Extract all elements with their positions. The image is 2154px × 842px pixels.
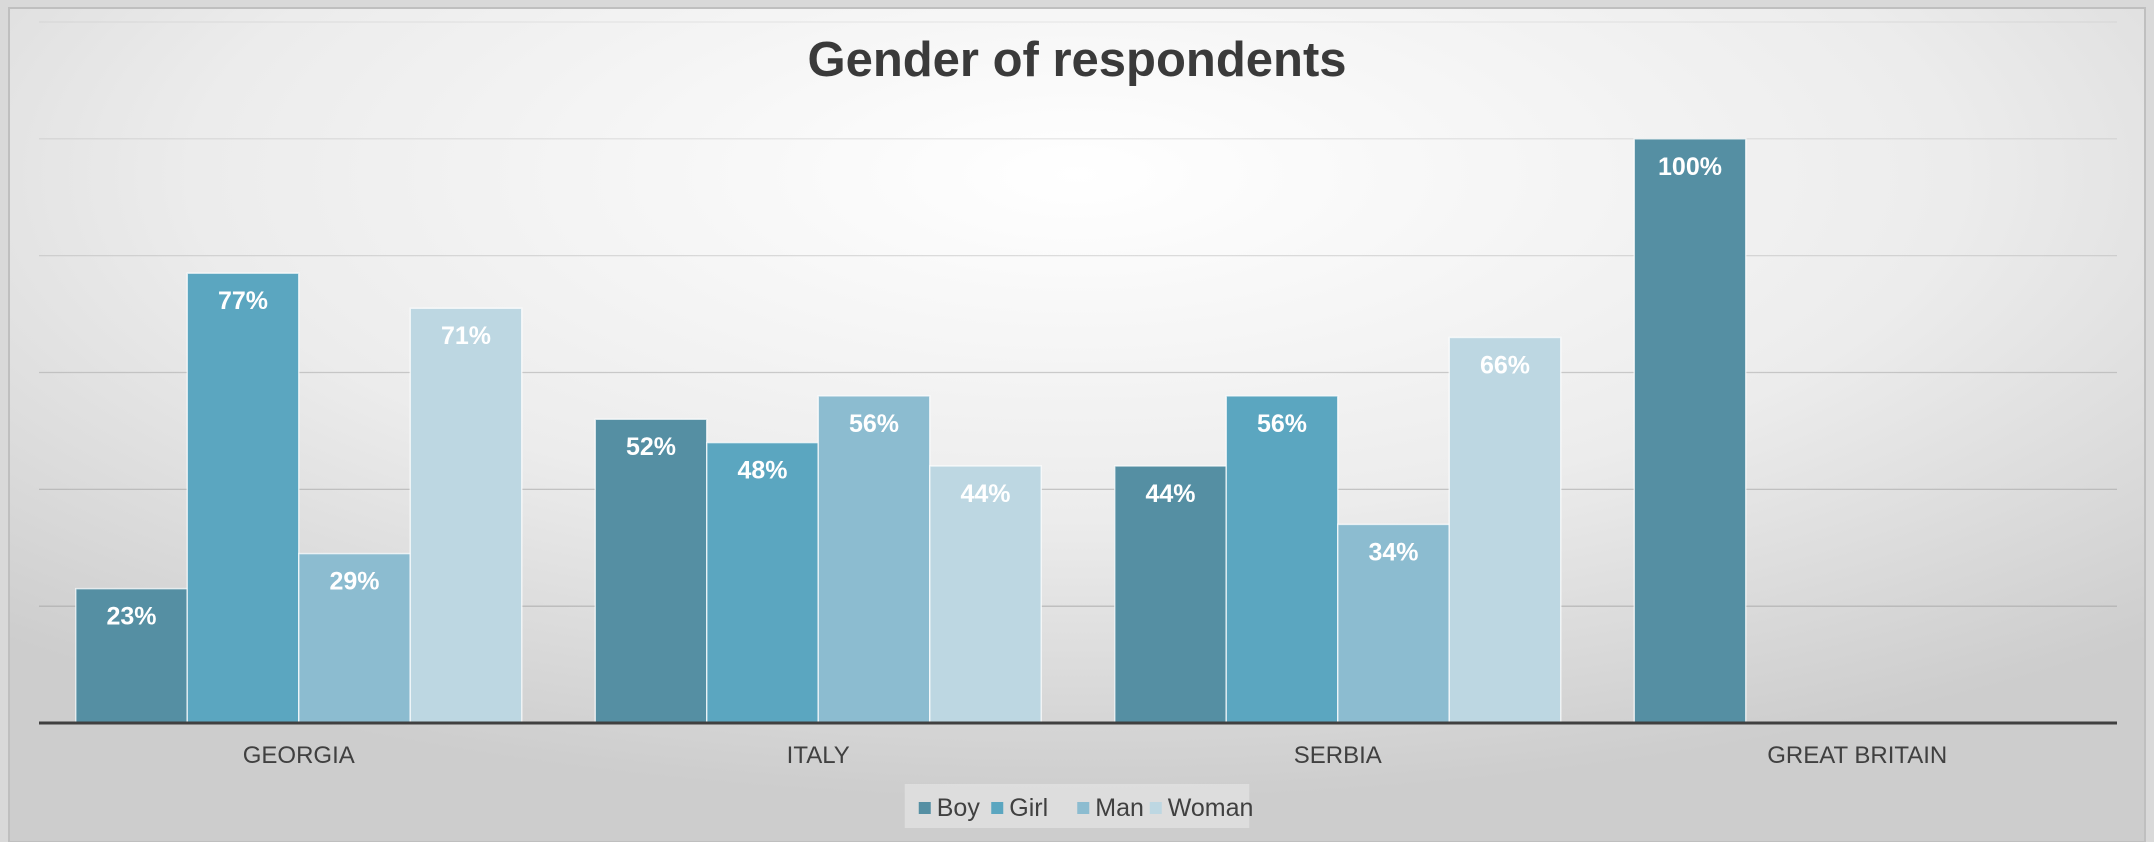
bar: [1114, 465, 1227, 724]
bar: [817, 395, 931, 724]
legend-swatch: [918, 802, 931, 814]
bar: [186, 272, 300, 724]
bar: [1448, 336, 1562, 724]
data-labels: 23% 77% 29% 71% 52% 48% 56% 44% 44% 56% 34% 66% 100%: [106, 153, 1722, 631]
bar: [1337, 523, 1450, 724]
legend-swatch: [1077, 802, 1090, 814]
bars: [75, 138, 1747, 724]
bar-value-label: 56%: [849, 410, 899, 438]
bar-value-label: 23%: [106, 603, 156, 631]
legend-label: Girl: [1009, 794, 1048, 822]
bar: [1633, 138, 1747, 724]
bar-value-label: 44%: [1145, 480, 1195, 508]
category-labels: GEORGIA ITALY SERBIA GREAT BRITAIN: [243, 742, 1948, 769]
bar: [929, 465, 1042, 724]
legend-label: Man: [1095, 794, 1144, 822]
legend-swatch: [991, 802, 1004, 814]
bar-value-label: 56%: [1257, 410, 1307, 438]
bar-value-label: 29%: [329, 568, 379, 596]
bar: [409, 307, 523, 724]
category-label: SERBIA: [1294, 742, 1382, 769]
bar-value-label: 52%: [626, 433, 676, 461]
legend-swatch: [1149, 802, 1162, 814]
bar-value-label: 44%: [960, 480, 1010, 508]
legend-label: Boy: [937, 794, 981, 822]
bar-value-label: 71%: [441, 322, 491, 350]
legend: Boy Girl Man Woman: [904, 784, 1254, 828]
legend-label: Woman: [1168, 794, 1254, 822]
category-label: GREAT BRITAIN: [1767, 742, 1947, 769]
bar-value-label: 100%: [1658, 153, 1722, 181]
chart-title: Gender of respondents: [807, 33, 1346, 87]
bar-value-label: 77%: [218, 287, 268, 315]
bar-value-label: 34%: [1368, 538, 1418, 566]
bar: [1225, 395, 1339, 724]
legend-box: [904, 784, 1250, 828]
bar: [594, 418, 708, 724]
bar: [706, 441, 819, 724]
category-label: ITALY: [787, 742, 850, 769]
bar-value-label: 48%: [737, 457, 787, 485]
category-label: GEORGIA: [243, 742, 355, 769]
bar-value-label: 66%: [1480, 351, 1530, 379]
